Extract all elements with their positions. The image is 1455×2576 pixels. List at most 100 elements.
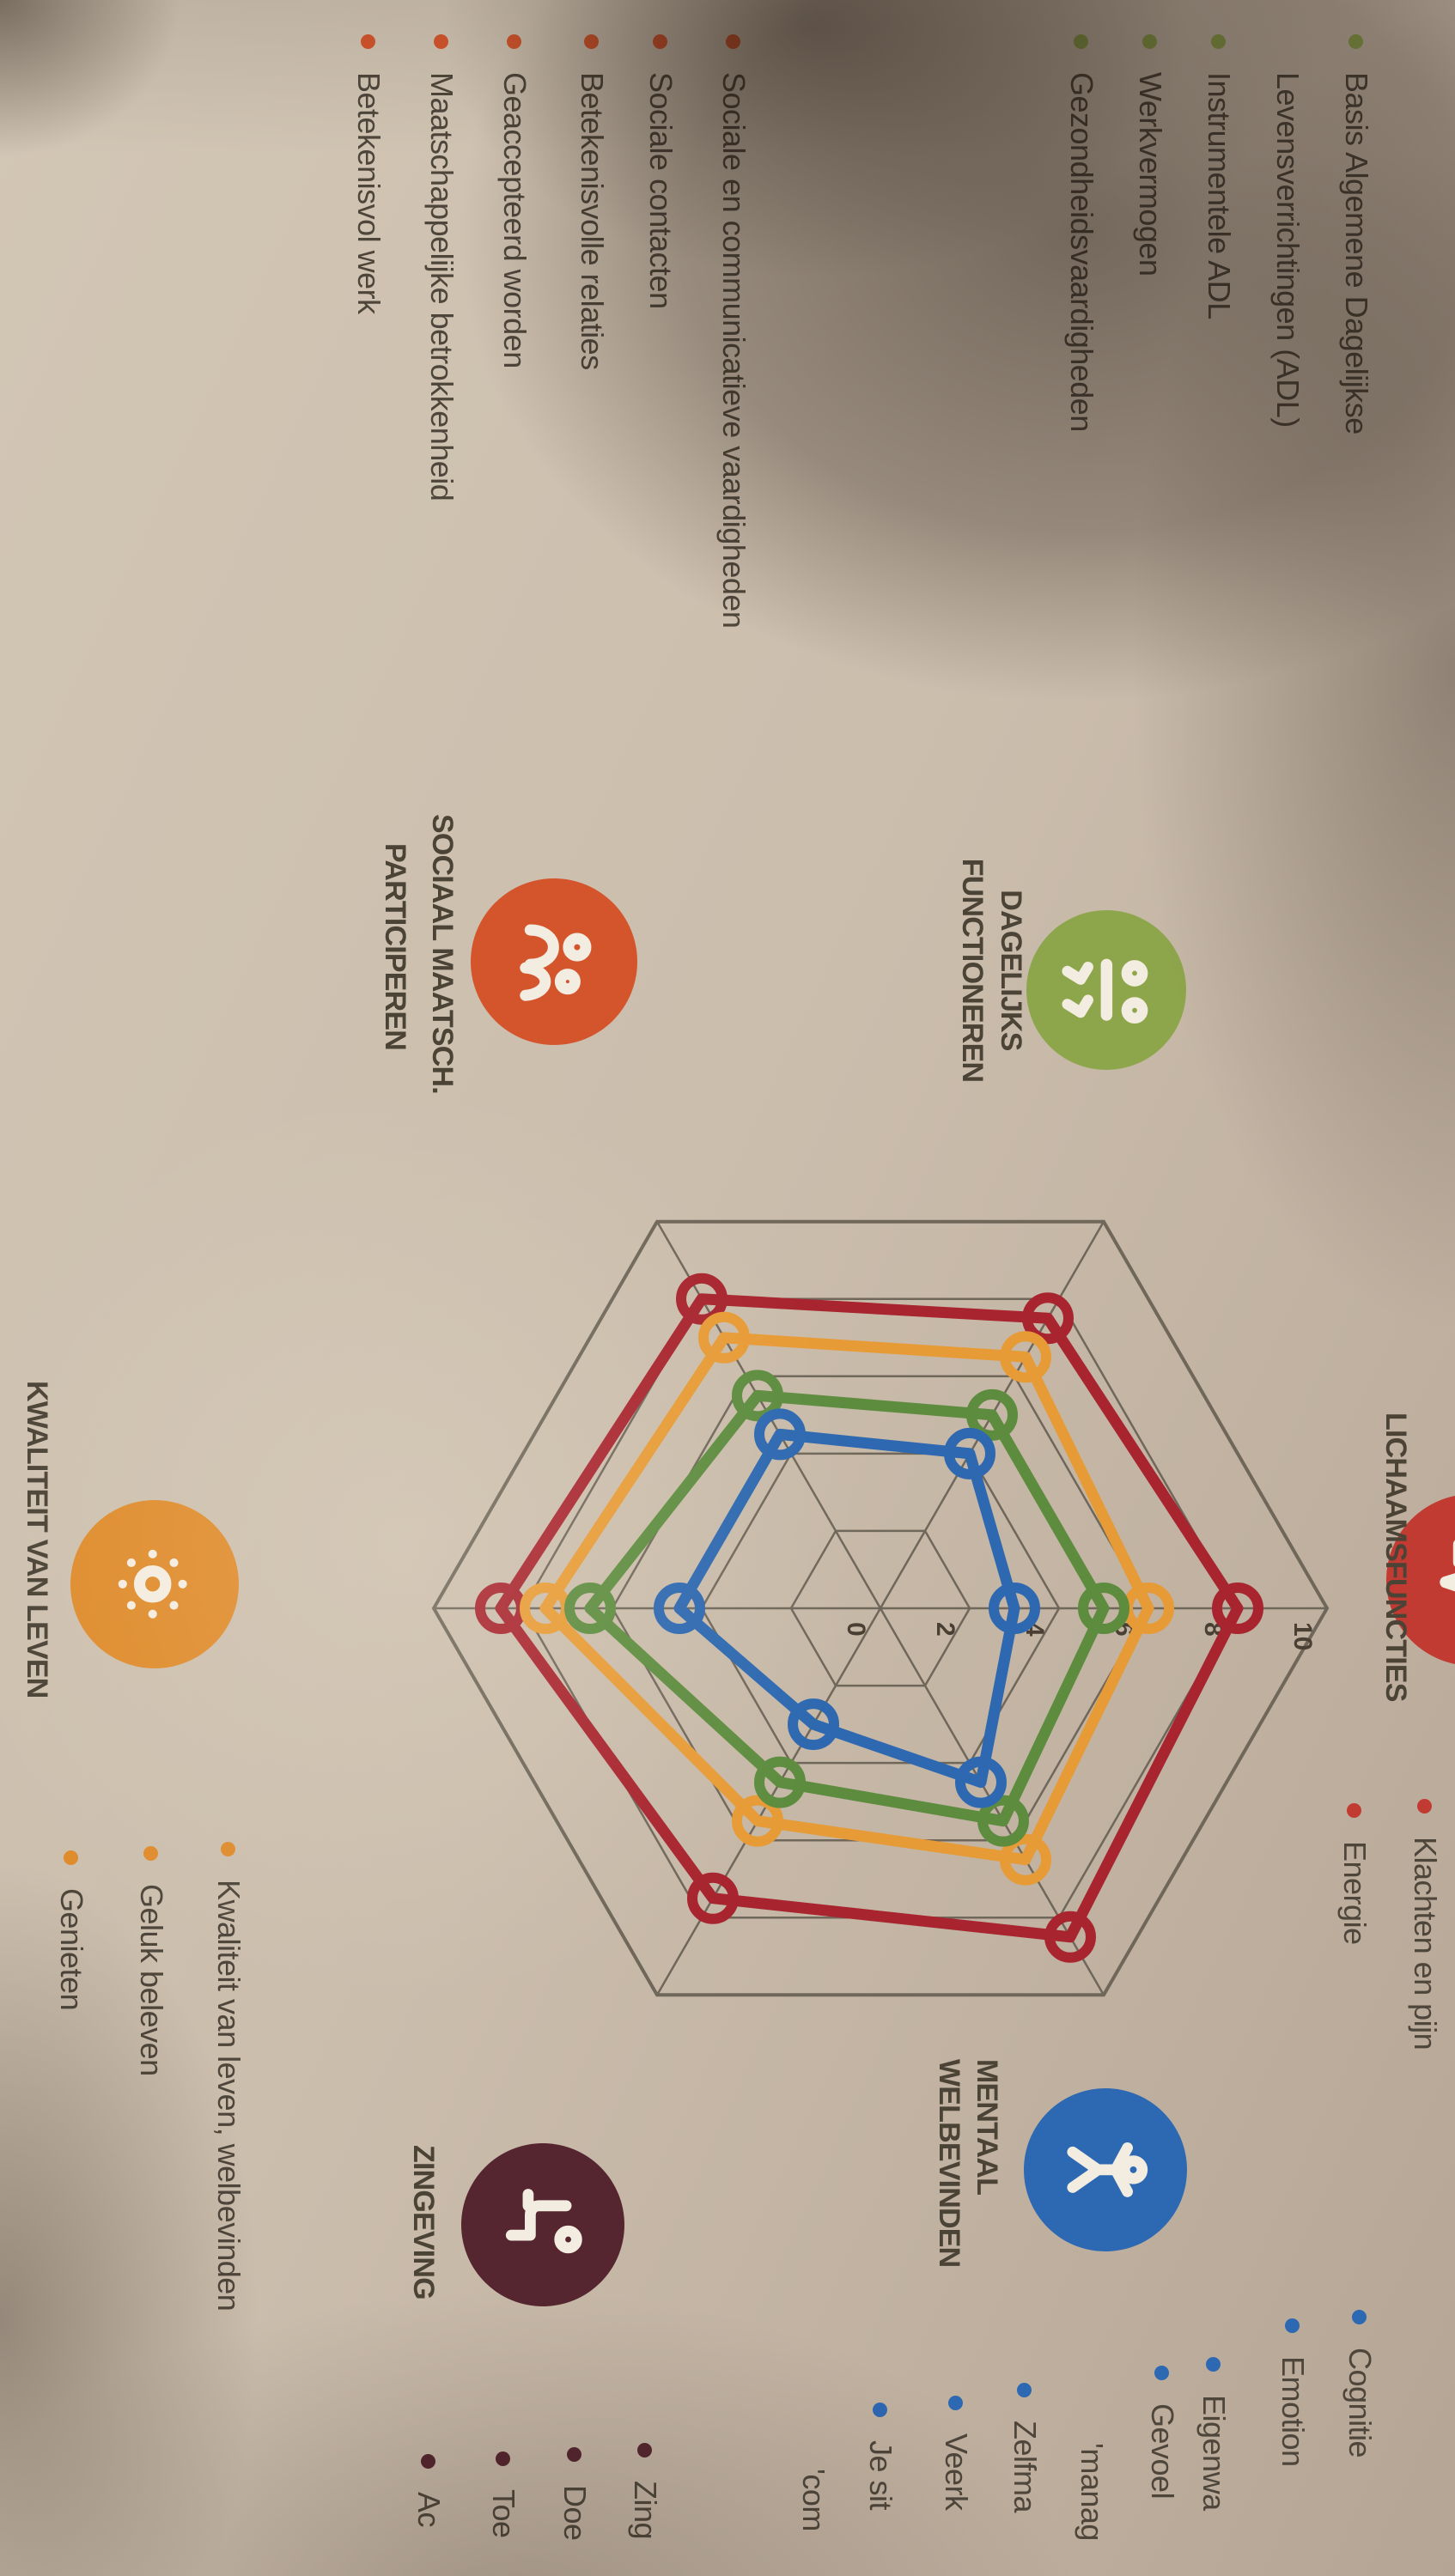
list-item-label: Zing: [628, 2481, 663, 2540]
bullet-dot: [496, 2451, 511, 2466]
bullet-dot: [434, 34, 449, 49]
kwaliteit-van-leven-icon: [70, 1500, 239, 1668]
sociaal-participeren-heading-line2: PARTICIPEREN: [379, 843, 411, 1051]
list-item-label: Geluk beleven: [134, 1884, 169, 2076]
list-item-label: Kwaliteit van leven, welbevinden: [211, 1880, 247, 2312]
list-item: Je sit: [861, 2403, 900, 2510]
bullet-dot: [1142, 34, 1158, 49]
list-item-label: Basis Algemene Dagelijkse: [1339, 72, 1374, 434]
list-item-label: Werkvermogen: [1133, 72, 1168, 276]
list-item: Zelfma: [1005, 2383, 1044, 2512]
bullet-dot: [1348, 34, 1364, 49]
bullet-dot: [361, 34, 376, 49]
list-item-label: Maatschappelijke betrokkenheid: [424, 72, 460, 501]
bullet-dot: [726, 34, 741, 49]
list-item: Emotion: [1273, 2318, 1312, 2467]
list-item: Gevoel: [1142, 2366, 1182, 2499]
bullet-dot: [1017, 2383, 1032, 2397]
list-item: Betekenisvol werk: [349, 34, 388, 314]
bullet-dot: [1211, 34, 1227, 49]
radar-tick-label: 10: [1288, 1622, 1317, 1650]
list-item-label: 'com: [796, 2469, 831, 2531]
list-item-label: Sociale contacten: [643, 72, 679, 309]
list-item: Geluk beleven: [131, 1846, 171, 2076]
list-item: 'com: [794, 2469, 833, 2531]
sociaal-participeren-heading-line1: SOCIAAL MAATSCH.: [426, 814, 459, 1094]
list-item: Klachten en pijn: [1405, 1799, 1445, 2050]
bullet-dot: [1154, 2366, 1170, 2380]
kwaliteit-van-leven-heading: KWALITEIT VAN LEVEN: [21, 1381, 53, 1698]
sociaal-maatschappelijk-participeren-icon: [471, 878, 637, 1045]
bullet-dot: [507, 34, 522, 49]
list-item: Maatschappelijke betrokkenheid: [422, 34, 461, 501]
radar-chart: 0 2 4 6 8 10: [431, 1219, 1330, 1997]
bullet-dot: [143, 1846, 159, 1861]
list-item-label: Sociale en communicatieve vaardigheden: [716, 72, 752, 629]
bullet-dot: [1285, 2318, 1300, 2333]
radar-tick-label: 2: [931, 1622, 959, 1637]
bullet-dot: [637, 2443, 653, 2458]
list-item: Genieten: [52, 1850, 91, 2010]
person-arms-up-icon: [1067, 2142, 1148, 2197]
dagelijks-functioneren-heading-line1: DAGELIJKS: [995, 890, 1027, 1051]
list-item-label: Eigenwa: [1196, 2395, 1232, 2511]
list-item-label: Toe: [486, 2489, 521, 2538]
list-item: Cognitie: [1340, 2310, 1379, 2458]
list-item-label: Doe: [557, 2485, 593, 2541]
zingeving-heading: ZINGEVING: [407, 2145, 440, 2300]
list-item-label: Gevoel: [1145, 2403, 1180, 2500]
bullet-dot: [1352, 2310, 1367, 2324]
list-item-label: Gezondheidsvaardigheden: [1064, 72, 1099, 432]
list-item-label: Levensverrichtingen (ADL): [1270, 72, 1306, 428]
list-item: Kwaliteit van leven, welbevinden: [209, 1842, 248, 2311]
list-item-label: Geaccepteerd worden: [497, 72, 533, 368]
list-item: Werkvermogen: [1130, 34, 1170, 276]
walking-figures-icon: [1062, 958, 1148, 1024]
zingeving-icon: [461, 2143, 624, 2306]
list-item: Geaccepteerd worden: [495, 34, 534, 368]
list-item: Levensverrichtingen (ADL): [1268, 72, 1307, 428]
list-item-label: Instrumentele ADL: [1202, 72, 1237, 319]
bullet-dot: [421, 2454, 436, 2469]
list-item-label: Je sit: [863, 2440, 898, 2511]
list-item: Toe: [484, 2451, 523, 2538]
list-item: Doe: [555, 2447, 594, 2541]
list-item-label: 'manag: [1075, 2443, 1110, 2541]
bullet-dot: [567, 2447, 582, 2462]
list-item-label: Betekenisvol werk: [351, 72, 387, 314]
list-item: Betekenisvolle relaties: [572, 34, 612, 370]
list-item-label: Cognitie: [1342, 2348, 1378, 2458]
bullet-dot: [64, 1850, 79, 1865]
dagelijks-functioneren-heading-line2: FUNCTIONEREN: [956, 858, 989, 1083]
bullet-dot: [221, 1842, 236, 1856]
two-people-icon: [520, 924, 592, 1001]
list-item: Eigenwa: [1194, 2357, 1233, 2511]
pulse-icon: [1440, 1538, 1455, 1617]
list-item-label: Emotion: [1275, 2356, 1311, 2467]
list-item-label: Veerk: [939, 2433, 974, 2511]
list-item: Ac: [409, 2454, 448, 2527]
bullet-dot: [1074, 34, 1089, 49]
sun-icon: [118, 1549, 187, 1619]
list-item: Sociale en communicatieve vaardigheden: [714, 34, 753, 628]
list-item: Veerk: [936, 2396, 976, 2511]
bullet-dot: [948, 2396, 964, 2410]
list-item-label: Betekenisvolle relaties: [575, 72, 610, 370]
list-item: Basis Algemene Dagelijkse: [1336, 34, 1376, 434]
bullet-dot: [1206, 2357, 1221, 2372]
dagelijks-functioneren-icon: [1026, 910, 1186, 1070]
list-item-label: Ac: [411, 2492, 447, 2528]
bullet-dot: [584, 34, 600, 49]
bullet-dot: [873, 2403, 888, 2417]
list-item: Instrumentele ADL: [1199, 34, 1239, 319]
radar-tick-label: 0: [842, 1622, 870, 1637]
radar-series-oranje: [539, 1332, 1154, 1866]
list-item-label: Zelfma: [1008, 2421, 1043, 2513]
list-item: Zing: [625, 2443, 665, 2539]
list-item-label: Genieten: [54, 1888, 89, 2011]
bullet-dot: [653, 34, 668, 49]
list-item: Sociale contacten: [641, 34, 680, 309]
bullet-dot: [1417, 1799, 1433, 1814]
